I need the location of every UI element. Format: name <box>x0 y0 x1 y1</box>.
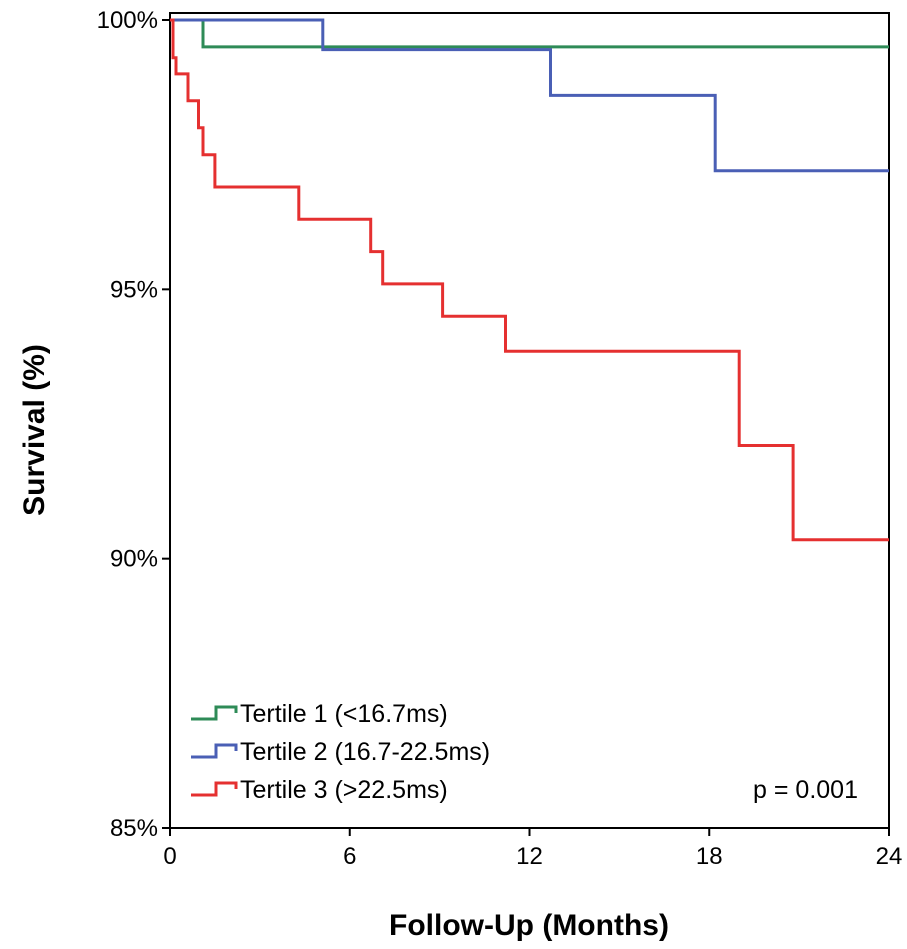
series-line-tertile-2 <box>170 18 889 173</box>
x-tick-label: 24 <box>876 843 903 870</box>
p-value-annotation: p = 0.001 <box>753 776 858 804</box>
tick-layer: 0 6 12 18 24 85% 90% 95% 100% <box>97 7 903 870</box>
legend-swatch-tertile-1 <box>191 705 238 721</box>
legend-label-tertile-2: Tertile 2 (16.7-22.5ms) <box>240 738 490 766</box>
legend-swatch-tertile-3 <box>191 781 238 797</box>
legend-swatch-tertile-2 <box>191 743 238 759</box>
x-tick-label: 6 <box>343 843 356 870</box>
y-tick-label: 85% <box>110 815 158 842</box>
legend: Tertile 1 (<16.7ms) Tertile 2 (16.7-22.5m… <box>191 700 490 804</box>
series-line-tertile-1 <box>170 18 889 49</box>
y-axis-title: Survival (%) <box>18 344 51 516</box>
y-tick-label: 100% <box>97 7 158 34</box>
x-tick-label: 0 <box>163 843 176 870</box>
x-tick-label: 18 <box>696 843 723 870</box>
y-tick-label: 90% <box>110 546 158 573</box>
series-line-tertile-3 <box>170 18 889 542</box>
x-tick-label: 12 <box>516 843 543 870</box>
legend-label-tertile-3: Tertile 3 (>22.5ms) <box>240 776 448 804</box>
legend-label-tertile-1: Tertile 1 (<16.7ms) <box>240 700 448 728</box>
series-layer <box>170 18 889 542</box>
x-axis-title: Follow-Up (Months) <box>389 909 669 942</box>
y-tick-label: 95% <box>110 276 158 303</box>
